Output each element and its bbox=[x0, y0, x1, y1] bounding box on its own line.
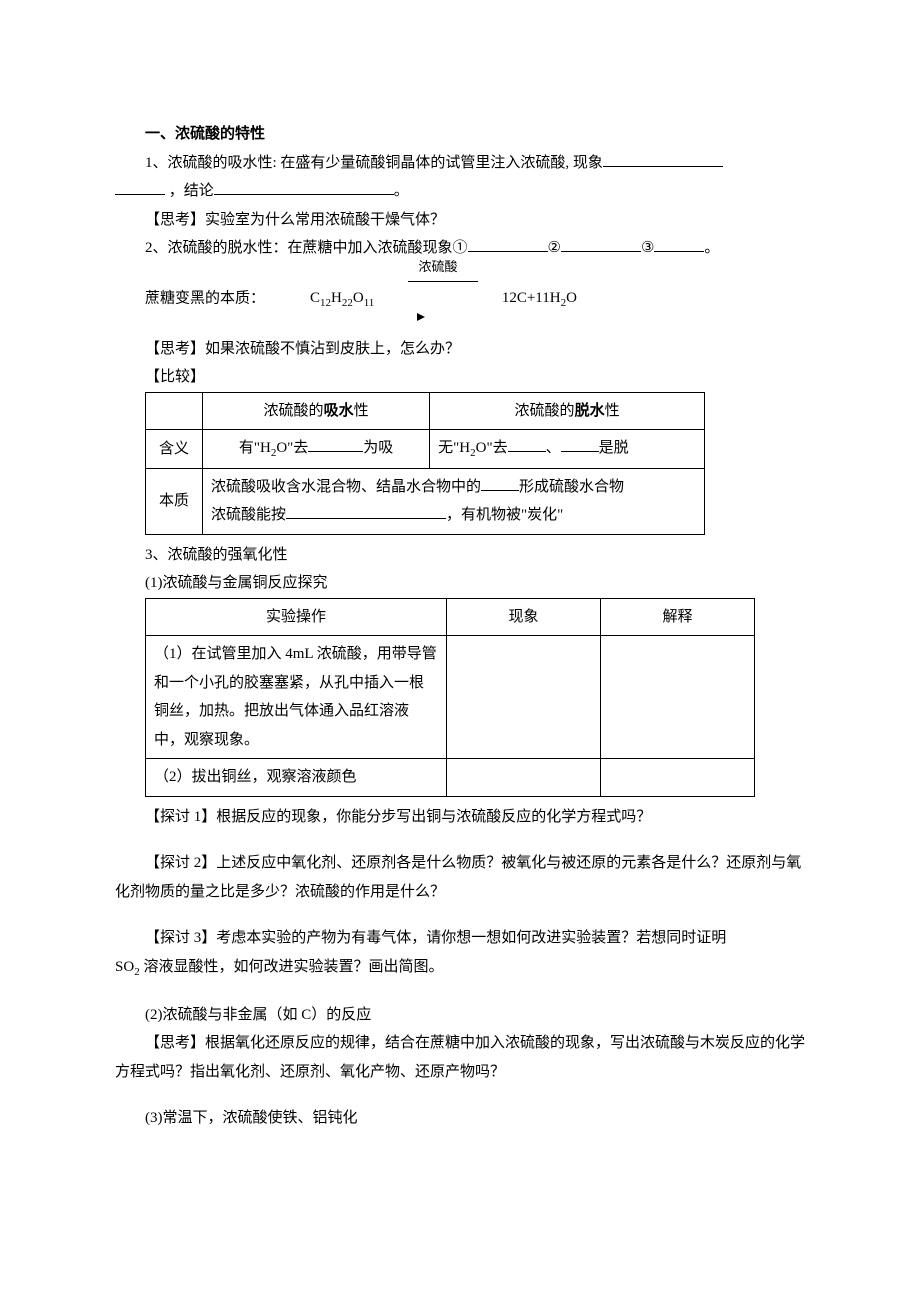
item1-text-pre: 1、浓硫酸的吸水性: 在盛有少量硫酸铜晶体的试管里注入浓硫酸, 现象 bbox=[115, 149, 603, 178]
f-11: 11 bbox=[364, 297, 375, 309]
tbl1-r2-label: 本质 bbox=[146, 468, 203, 534]
think-2: 【思考】如果浓硫酸不慎沾到皮肤上，怎么办？ bbox=[115, 335, 805, 364]
arrow-label: 浓硫酸 bbox=[378, 251, 468, 282]
blank bbox=[561, 436, 599, 452]
d3c: 溶液显酸性，如何改进实验装置？画出简图。 bbox=[140, 959, 444, 975]
tbl2-r2c2 bbox=[446, 759, 600, 797]
f-r1: 12C+11H bbox=[502, 290, 561, 306]
tbl1-r1c2: 无"H2O"去、是脱 bbox=[430, 430, 705, 469]
tbl2-r2c1: （2）拔出铜丝，观察溶液颜色 bbox=[146, 759, 447, 797]
item2-m3: ③ bbox=[641, 240, 654, 256]
item2-m2: ② bbox=[548, 240, 561, 256]
blank bbox=[508, 436, 546, 452]
think-3: 【思考】根据氧化还原反应的规律，结合在蔗糖中加入浓硫酸的现象，写出浓硫酸与木炭反… bbox=[115, 1029, 805, 1086]
chem-products: 12C+11H2O bbox=[472, 280, 577, 316]
tbl1-h2-suf: 性 bbox=[605, 403, 620, 419]
reaction-arrow: 浓硫酸 bbox=[378, 263, 468, 335]
tbl2-h1: 实验操作 bbox=[146, 598, 447, 636]
d3a: 【探讨 3】考虑本实验的产物为有毒气体，请你想一想如何改进实验装置？若想同时证明 bbox=[145, 930, 726, 946]
d3b: SO bbox=[115, 959, 134, 975]
blank bbox=[561, 236, 641, 252]
arrow-head-icon bbox=[417, 313, 425, 321]
blank bbox=[603, 151, 723, 167]
spacer bbox=[115, 906, 805, 924]
tbl1-h1-pre: 浓硫酸的 bbox=[264, 403, 324, 419]
item-3-heading: 3、浓硫酸的强氧化性 bbox=[115, 541, 805, 570]
tbl1-h1-suf: 性 bbox=[354, 403, 369, 419]
blank bbox=[654, 236, 704, 252]
t: 是脱 bbox=[599, 440, 629, 456]
discuss-2: 【探讨 2】上述反应中氧化剂、还原剂各是什么物质？被氧化与被还原的元素各是什么？… bbox=[115, 849, 805, 906]
f-r3: O bbox=[566, 290, 577, 306]
tbl2-h3: 解释 bbox=[600, 598, 754, 636]
tbl1-corner bbox=[146, 392, 203, 430]
tbl2-r1c1: （1）在试管里加入 4mL 浓硫酸，用带导管和一个小孔的胶塞塞紧，从孔中插入一根… bbox=[146, 636, 447, 759]
t: 浓硫酸能按 bbox=[211, 507, 286, 523]
f-22: 22 bbox=[342, 297, 353, 309]
blank bbox=[481, 475, 519, 491]
tbl1-h2: 浓硫酸的脱水性 bbox=[430, 392, 705, 430]
section-heading: 一、浓硫酸的特性 bbox=[115, 120, 805, 149]
compare-label: 【比较】 bbox=[115, 363, 805, 392]
compare-table: 浓硫酸的吸水性 浓硫酸的脱水性 含义 有"H2O"去为吸 无"H2O"去、是脱 … bbox=[145, 392, 705, 535]
t: 、 bbox=[546, 440, 561, 456]
spacer bbox=[115, 1086, 805, 1104]
f-12: 12 bbox=[320, 297, 331, 309]
essence-label: 蔗糖变黑的本质： bbox=[145, 290, 265, 306]
tbl1-h1: 浓硫酸的吸水性 bbox=[203, 392, 430, 430]
f-c: C bbox=[310, 290, 320, 306]
t: O"去 bbox=[476, 440, 508, 456]
tbl1-r1c1: 有"H2O"去为吸 bbox=[203, 430, 430, 469]
essence-line: 蔗糖变黑的本质： C12H22O11 浓硫酸 12C+11H2O bbox=[115, 263, 805, 335]
blank bbox=[286, 503, 446, 519]
t: ，有机物被"炭化" bbox=[446, 507, 563, 523]
tbl1-h2-pre: 浓硫酸的 bbox=[515, 403, 575, 419]
tbl2-r2c3 bbox=[600, 759, 754, 797]
item1-end: 。 bbox=[394, 183, 409, 199]
arrow-line-icon bbox=[408, 281, 478, 282]
think-1: 【思考】实验室为什么常用浓硫酸干燥气体？ bbox=[115, 206, 805, 235]
blank bbox=[214, 179, 394, 195]
item2-end: 。 bbox=[704, 240, 719, 256]
spacer bbox=[115, 831, 805, 849]
spacer bbox=[115, 983, 805, 1001]
discuss-3b: SO2 溶液显酸性，如何改进实验装置？画出简图。 bbox=[115, 953, 805, 983]
tbl1-h2-bold: 脱水 bbox=[575, 403, 605, 419]
item1-mid: ，结论 bbox=[169, 183, 214, 199]
t: 形成硫酸水合物 bbox=[519, 479, 624, 495]
chem-formula: C12H22O11 bbox=[280, 280, 374, 316]
blank bbox=[468, 236, 548, 252]
tbl1-r2-merged: 浓硫酸吸收含水混合物、结晶水合物中的 形成硫酸水合物 浓硫酸能按 ，有机物被"炭化" bbox=[203, 468, 705, 534]
f-h: H bbox=[331, 290, 342, 306]
t: 无"H bbox=[438, 440, 470, 456]
worksheet-page: 一、浓硫酸的特性 1、浓硫酸的吸水性: 在盛有少量硫酸铜晶体的试管里注入浓硫酸,… bbox=[0, 0, 920, 1302]
sub2: (2)浓硫酸与非金属（如 C）的反应 bbox=[115, 1001, 805, 1030]
t: 为吸 bbox=[363, 440, 393, 456]
tbl2-r1c3 bbox=[600, 636, 754, 759]
f-o: O bbox=[353, 290, 364, 306]
t: 浓硫酸吸收含水混合物、结晶水合物中的 bbox=[211, 479, 481, 495]
item-1: 1、浓硫酸的吸水性: 在盛有少量硫酸铜晶体的试管里注入浓硫酸, 现象 ，结论 。 bbox=[115, 149, 805, 206]
blank bbox=[115, 179, 165, 195]
blank bbox=[308, 436, 363, 452]
item-3-sub1: (1)浓硫酸与金属铜反应探究 bbox=[145, 569, 805, 598]
sub3: (3)常温下，浓硫酸使铁、铝钝化 bbox=[115, 1104, 805, 1133]
discuss-1: 【探讨 1】根据反应的现象，你能分步写出铜与浓硫酸反应的化学方程式吗？ bbox=[115, 803, 805, 832]
discuss-3: 【探讨 3】考虑本实验的产物为有毒气体，请你想一想如何改进实验装置？若想同时证明 bbox=[115, 924, 805, 953]
tbl2-h2: 现象 bbox=[446, 598, 600, 636]
tbl1-h1-bold: 吸水 bbox=[324, 403, 354, 419]
t: 有"H bbox=[239, 440, 271, 456]
tbl1-r1-label: 含义 bbox=[146, 430, 203, 469]
t: O"去 bbox=[276, 440, 308, 456]
experiment-table: 实验操作 现象 解释 （1）在试管里加入 4mL 浓硫酸，用带导管和一个小孔的胶… bbox=[145, 598, 755, 797]
tbl2-r1c2 bbox=[446, 636, 600, 759]
